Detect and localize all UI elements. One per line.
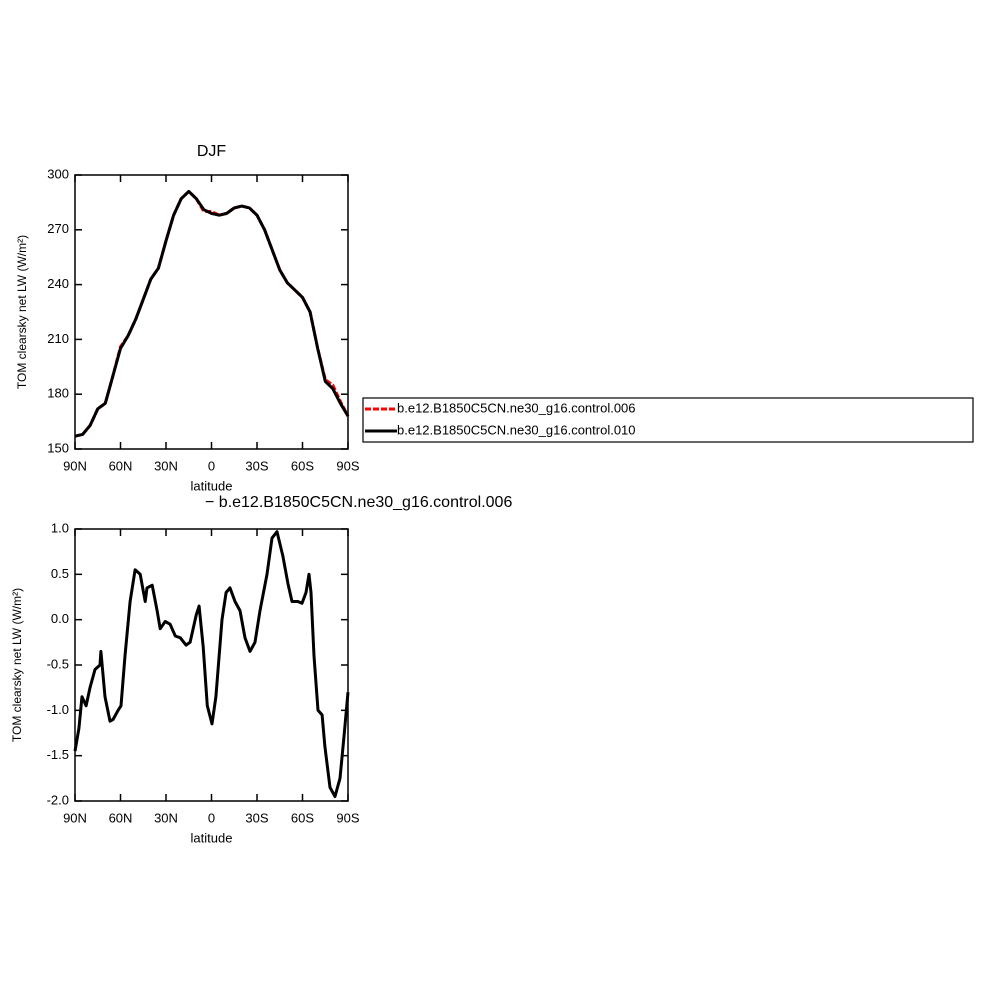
plot-frame — [74, 174, 349, 450]
x-axis-label: latitude — [191, 478, 233, 493]
y-tick-label: 270 — [47, 221, 69, 236]
y-tick-label: 0.5 — [51, 566, 69, 581]
x-tick-label: 60N — [109, 458, 133, 473]
x-tick-label: 90N — [63, 810, 87, 825]
plot-frame — [74, 528, 349, 802]
x-tick-label: 60N — [109, 810, 133, 825]
x-tick-label: 90N — [63, 458, 87, 473]
chart-title: − b.e12.B1850C5CN.ne30_g16.control.006 — [205, 494, 512, 511]
legend-box — [362, 397, 974, 443]
x-tick-label: 0 — [208, 458, 215, 473]
y-tick-label: 180 — [47, 386, 69, 401]
data-line — [74, 189, 350, 438]
legend-label: b.e12.B1850C5CN.ne30_g16.control.006 — [397, 400, 636, 415]
x-tick-label: 30N — [154, 810, 178, 825]
data-line — [74, 189, 350, 438]
x-tick-label: 60S — [291, 458, 314, 473]
y-tick-label: -1.5 — [47, 747, 69, 762]
y-tick-label: 210 — [47, 331, 69, 346]
x-tick-label: 60S — [291, 810, 314, 825]
y-axis-label: TOM clearsky net LW (W/m²) — [10, 588, 24, 742]
legend-label: b.e12.B1850C5CN.ne30_g16.control.010 — [397, 422, 636, 437]
y-tick-label: 1.0 — [51, 520, 69, 535]
y-tick-label: 240 — [47, 276, 69, 291]
data-line — [73, 530, 350, 798]
y-tick-label: 150 — [47, 440, 69, 455]
x-tick-label: 30S — [245, 810, 268, 825]
x-axis-label: latitude — [191, 830, 233, 845]
y-tick-label: -1.0 — [47, 702, 69, 717]
y-tick-label: 300 — [47, 166, 69, 181]
chart-title: DJF — [197, 143, 227, 160]
y-tick-label: -0.5 — [47, 656, 69, 671]
x-tick-label: 0 — [208, 810, 215, 825]
y-tick-label: 0.0 — [51, 611, 69, 626]
x-tick-label: 90S — [336, 458, 359, 473]
y-axis-label: TOM clearsky net LW (W/m²) — [15, 235, 29, 389]
x-tick-label: 90S — [336, 810, 359, 825]
y-tick-label: -2.0 — [47, 792, 69, 807]
x-tick-label: 30S — [245, 458, 268, 473]
x-tick-label: 30N — [154, 458, 178, 473]
